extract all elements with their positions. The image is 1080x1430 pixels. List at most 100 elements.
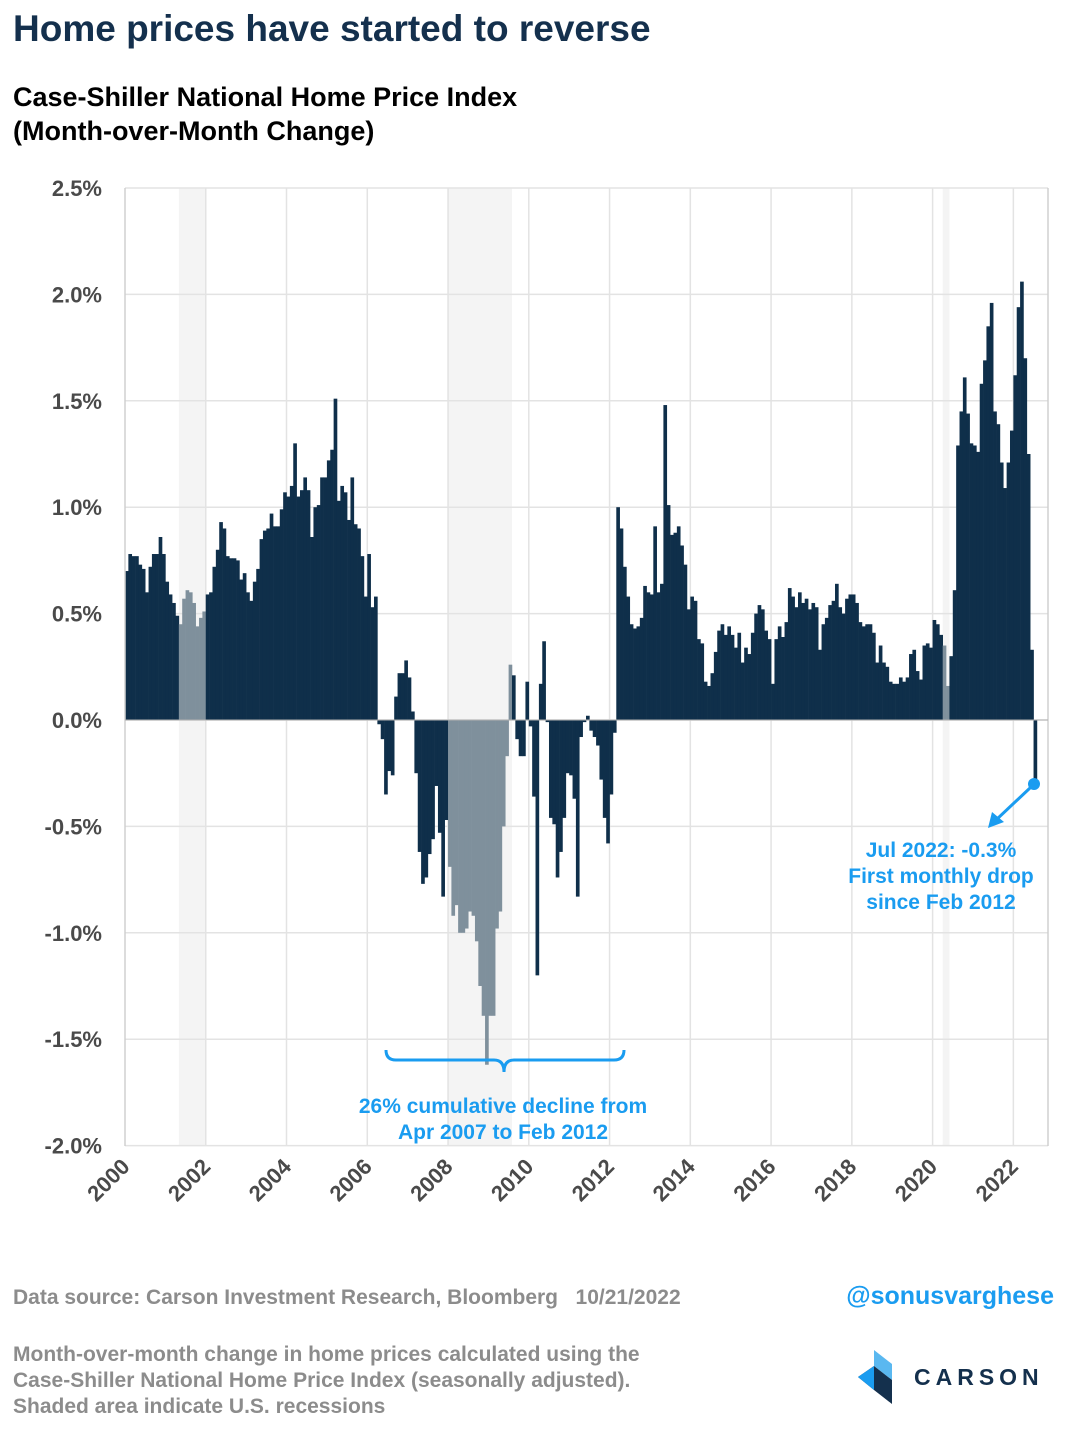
bar	[303, 477, 308, 720]
bar	[592, 720, 597, 738]
bar	[313, 507, 318, 720]
bar	[811, 602, 816, 720]
bar	[798, 592, 802, 720]
bar	[357, 528, 361, 720]
x-tick-label: 2018	[809, 1154, 861, 1206]
bar	[754, 613, 758, 720]
bar	[885, 666, 890, 720]
bar	[670, 534, 674, 720]
bar	[185, 590, 190, 720]
bar	[131, 556, 136, 720]
x-tick-label: 2000	[82, 1154, 134, 1206]
bar	[569, 720, 573, 776]
latest-annotation-line3: since Feb 2012	[866, 891, 1015, 914]
bar	[656, 592, 661, 720]
bar	[771, 683, 775, 720]
bar	[734, 647, 738, 720]
bar	[818, 649, 822, 720]
bar	[125, 571, 129, 720]
bar	[787, 588, 792, 720]
bar	[872, 632, 876, 720]
bar	[676, 526, 681, 720]
bar	[596, 720, 600, 746]
y-tick-label: -1.5%	[45, 1027, 102, 1052]
bar	[831, 600, 836, 720]
bar	[448, 720, 452, 867]
bar	[623, 566, 627, 720]
x-tick-label: 2012	[567, 1154, 619, 1206]
bar	[363, 596, 368, 720]
bar	[760, 609, 765, 720]
bar	[757, 605, 762, 720]
bar	[296, 496, 301, 720]
arrow-head-icon	[988, 812, 1004, 828]
bar	[276, 526, 281, 720]
bar	[697, 639, 701, 720]
x-tick-label: 2020	[890, 1154, 942, 1206]
x-tick-label: 2004	[244, 1153, 297, 1206]
bar	[730, 634, 735, 720]
y-tick-label: 2.5%	[52, 176, 102, 201]
bar	[824, 617, 829, 720]
bar	[1020, 281, 1024, 720]
x-tick-label: 2022	[971, 1154, 1023, 1206]
bar	[555, 720, 560, 878]
bar	[915, 671, 920, 720]
bar	[966, 413, 970, 720]
bar	[199, 617, 203, 720]
bar	[781, 637, 785, 720]
bar	[1006, 462, 1011, 720]
bar	[242, 573, 247, 720]
bar	[993, 411, 997, 720]
bar	[464, 720, 469, 929]
y-tick-label: 0.0%	[52, 708, 102, 733]
bar	[666, 505, 671, 720]
bar	[522, 720, 526, 757]
twitter-handle[interactable]: @sonusvarghese	[846, 1282, 1054, 1310]
bar	[727, 626, 731, 720]
bar	[865, 624, 869, 720]
bar	[858, 622, 863, 720]
y-tick-label: 1.5%	[52, 389, 102, 414]
bar	[441, 720, 445, 897]
bar	[828, 605, 832, 720]
bar	[599, 720, 604, 780]
bar	[380, 720, 385, 740]
bar	[222, 528, 227, 720]
y-tick-label: -0.5%	[45, 814, 102, 839]
bar	[374, 596, 378, 720]
bar	[404, 660, 408, 720]
bar	[384, 720, 388, 795]
bar	[236, 560, 240, 720]
bar	[299, 490, 304, 720]
bar	[552, 720, 557, 825]
y-tick-label: -1.0%	[45, 921, 102, 946]
bar	[542, 641, 546, 720]
bar	[451, 720, 456, 916]
latest-annotation-line2: First monthly drop	[848, 865, 1034, 888]
bar	[589, 720, 594, 731]
decline-annotation-line1: 26% cumulative decline from	[359, 1095, 647, 1118]
bar	[310, 536, 314, 720]
bar	[932, 619, 937, 720]
data-source: Data source: Carson Investment Research,…	[13, 1286, 681, 1310]
bar	[912, 649, 917, 720]
bar	[996, 424, 1001, 720]
bar	[505, 720, 509, 757]
bar	[481, 720, 486, 1016]
bar	[707, 685, 711, 720]
bar	[347, 519, 351, 720]
bar	[145, 592, 149, 720]
bar	[515, 720, 520, 740]
bar	[804, 598, 809, 720]
bar	[882, 662, 886, 720]
bar	[764, 630, 769, 720]
bar	[909, 654, 913, 720]
bar	[905, 677, 910, 720]
latest-point-marker	[1028, 778, 1040, 790]
bar	[878, 645, 883, 720]
bar	[461, 720, 466, 933]
bar	[703, 681, 708, 720]
bar	[575, 720, 580, 897]
bar	[266, 528, 270, 720]
